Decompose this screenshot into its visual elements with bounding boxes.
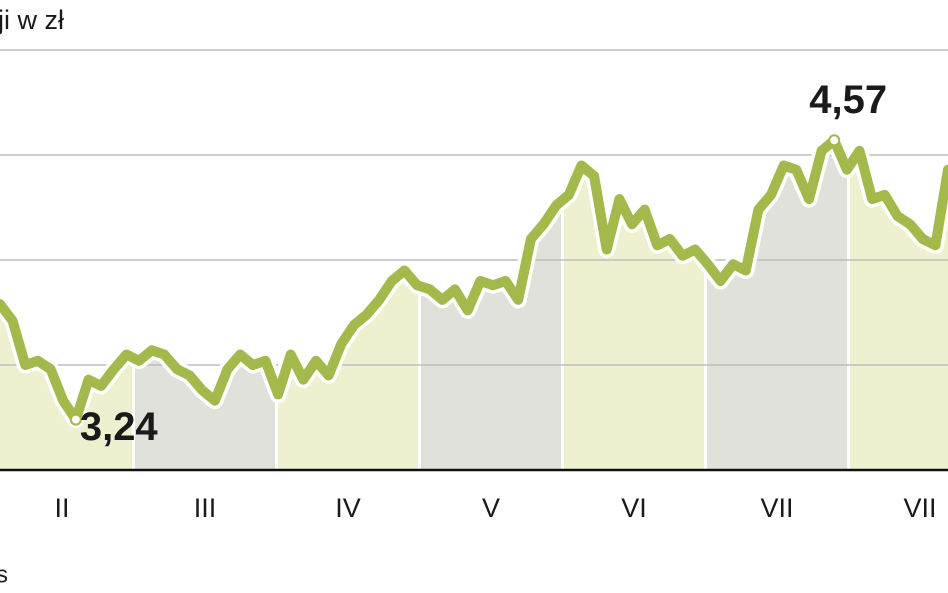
line [0, 135, 948, 425]
x-tick-label: VII [760, 493, 793, 523]
x-tick-label: VI [621, 493, 647, 523]
x-tick-label: IV [335, 493, 361, 523]
x-tick-label: II [54, 493, 69, 523]
month-band [421, 140, 561, 470]
extreme-marker [69, 413, 82, 426]
extreme-marker [828, 134, 841, 147]
value-label: 3,24 [80, 405, 159, 449]
x-tick-label: V [482, 493, 500, 523]
month-band [278, 140, 418, 470]
source: s [0, 561, 8, 588]
chart-title: ji w zł [0, 5, 64, 35]
x-tick-label: VII [903, 493, 936, 523]
x-tick-label: III [194, 493, 217, 523]
value-label: 4,57 [809, 78, 887, 122]
